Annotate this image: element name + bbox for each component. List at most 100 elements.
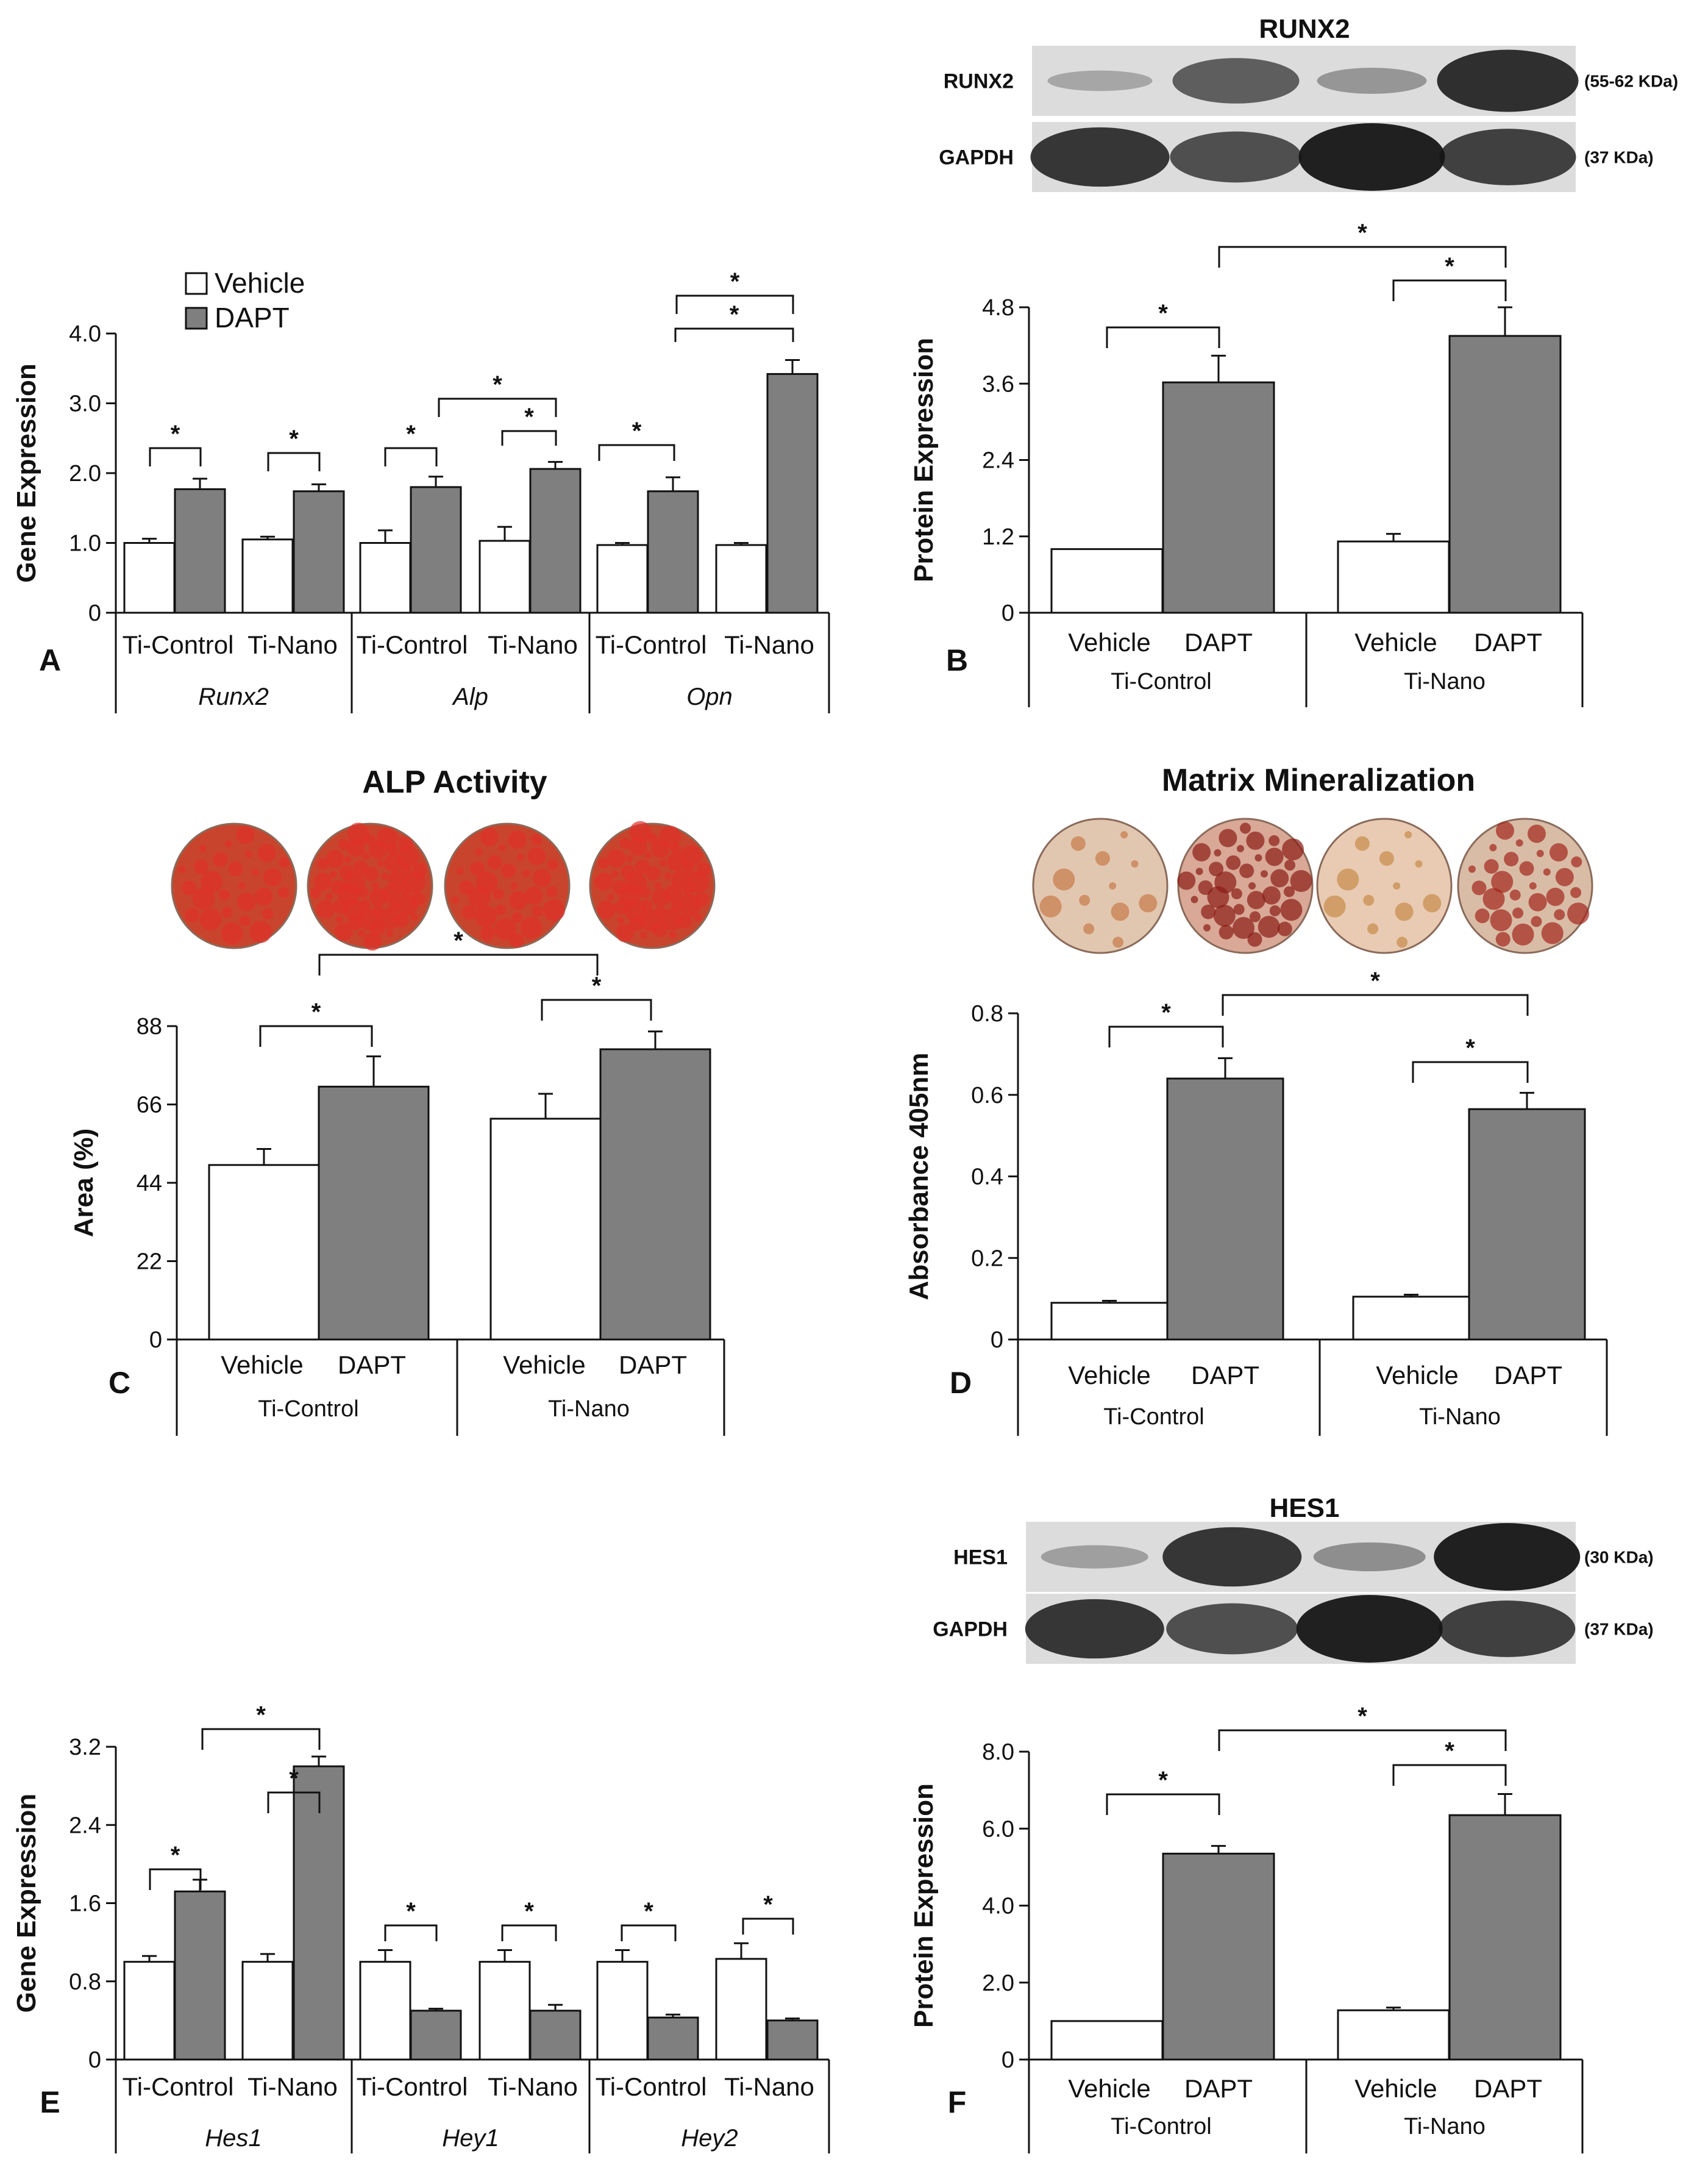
y-tick-label: 22 bbox=[137, 1249, 162, 1275]
chart-panel-f: 0 2.0 4.0 6.0 8.0 Protein Expression Vehicle DA… bbox=[909, 1703, 1584, 2153]
x-category-label: Vehicle bbox=[1354, 2074, 1437, 2103]
stain-spot bbox=[1233, 904, 1245, 915]
bar bbox=[529, 2010, 582, 2061]
significance-bracket bbox=[501, 1924, 557, 1941]
chart-panel-a: 0 1.0 2.0 3.0 4.0 Gene Expression Ti-Control Ti… bbox=[12, 268, 830, 713]
stain-spot bbox=[410, 891, 425, 907]
stain-spot bbox=[614, 899, 630, 915]
x-category-label: DAPT bbox=[1474, 628, 1542, 657]
stain-spot bbox=[236, 826, 255, 844]
stain-spot bbox=[607, 849, 625, 868]
bar bbox=[479, 1961, 531, 2061]
stain-spot bbox=[1284, 859, 1296, 871]
stain-spot bbox=[470, 861, 485, 876]
y-tick-label: 4.0 bbox=[69, 321, 101, 347]
y-axis-title: Absorbance 405nm bbox=[904, 1053, 934, 1300]
stain-spot bbox=[1232, 917, 1254, 940]
stain-spot bbox=[1226, 855, 1241, 870]
stain-spot bbox=[1555, 868, 1574, 886]
stain-spot bbox=[1484, 859, 1499, 874]
significance-bracket bbox=[259, 1025, 373, 1047]
significance-bracket bbox=[149, 1868, 202, 1890]
stain-spot bbox=[459, 880, 474, 895]
significance-bracket bbox=[1218, 1729, 1507, 1751]
stain-spot bbox=[524, 886, 543, 905]
significance-bracket bbox=[1106, 1793, 1220, 1815]
significance-star: * bbox=[1465, 1035, 1475, 1061]
stain-spot bbox=[509, 933, 524, 948]
bar bbox=[174, 488, 226, 614]
stain-spot bbox=[1039, 895, 1062, 918]
significance-bracket bbox=[438, 398, 557, 417]
y-tick-label: 0 bbox=[88, 601, 101, 626]
x-category-label: Vehicle bbox=[1068, 2074, 1150, 2103]
stain-spot bbox=[347, 915, 362, 930]
stain-spot bbox=[381, 872, 389, 880]
stain-spot bbox=[377, 907, 400, 930]
bar bbox=[318, 1085, 430, 1341]
stain-spot bbox=[1214, 849, 1222, 857]
well-disc bbox=[1032, 818, 1169, 954]
chart-title: Matrix Mineralization bbox=[1162, 763, 1475, 798]
bar bbox=[359, 542, 411, 614]
stain-spot bbox=[1543, 868, 1551, 876]
stain-spot bbox=[1491, 871, 1514, 893]
y-axis-title: Protein Expression bbox=[909, 1783, 939, 2028]
y-tick-label: 0 bbox=[1002, 2047, 1014, 2073]
stain-spot bbox=[664, 872, 672, 880]
stain-spot bbox=[201, 871, 223, 893]
bar bbox=[715, 544, 767, 614]
blot-title: HES1 bbox=[1270, 1493, 1340, 1523]
bar bbox=[293, 490, 345, 614]
blot-kda-label: (37 KDa) bbox=[1584, 1620, 1654, 1639]
stain-spot bbox=[1203, 924, 1211, 932]
stain-spot bbox=[1213, 904, 1236, 927]
significance-star: * bbox=[763, 1891, 773, 1918]
stain-spot bbox=[278, 886, 290, 898]
stain-spot bbox=[1280, 899, 1303, 921]
stain-spot bbox=[659, 859, 667, 867]
stain-spot bbox=[240, 915, 251, 927]
bar bbox=[766, 2019, 819, 2061]
stain-spot bbox=[616, 924, 635, 943]
stain-spot bbox=[495, 904, 507, 916]
bar bbox=[647, 2016, 699, 2061]
bar bbox=[1448, 335, 1562, 614]
stain-spot bbox=[611, 870, 619, 878]
stain-spot bbox=[178, 866, 186, 874]
stain-spot bbox=[598, 857, 610, 869]
y-tick-label: 0.8 bbox=[971, 1001, 1003, 1027]
stain-spot bbox=[498, 844, 506, 852]
stain-spot bbox=[262, 908, 273, 920]
stain-spot bbox=[377, 860, 385, 868]
stain-spot bbox=[1571, 856, 1582, 868]
stain-spot bbox=[388, 871, 407, 890]
x-category-label: Ti-Nano bbox=[488, 630, 578, 659]
stain-spot bbox=[221, 922, 243, 944]
significance-star: * bbox=[730, 301, 739, 328]
legend-label-dapt: DAPT bbox=[215, 302, 290, 334]
blot-band bbox=[1041, 1545, 1148, 1569]
stain-spot bbox=[1512, 907, 1524, 919]
stain-spot bbox=[1519, 861, 1534, 876]
stain-spot bbox=[1070, 836, 1086, 851]
mineralization-stained-well bbox=[1032, 818, 1169, 954]
stain-spot bbox=[1379, 851, 1394, 866]
stain-spot bbox=[1249, 911, 1261, 922]
stain-spot bbox=[213, 852, 228, 868]
stain-spot bbox=[371, 882, 379, 890]
significance-bracket bbox=[742, 1917, 794, 1935]
x-category-label: Ti-Control bbox=[357, 630, 468, 659]
blot-row-label: GAPDH bbox=[939, 146, 1014, 169]
bar bbox=[123, 1961, 176, 2061]
bar bbox=[529, 468, 582, 614]
blot-band bbox=[1437, 49, 1579, 112]
stain-spot bbox=[457, 867, 464, 875]
blot-band bbox=[1439, 1600, 1576, 1657]
stain-spot bbox=[1504, 852, 1519, 867]
stain-spot bbox=[624, 899, 646, 922]
stain-spot bbox=[1567, 902, 1590, 925]
bar bbox=[1166, 1077, 1284, 1341]
chart-panel-c: 0 22 44 66 88 Area (%) Vehicle DAPT Vehicle DAPT T… bbox=[69, 765, 725, 1436]
